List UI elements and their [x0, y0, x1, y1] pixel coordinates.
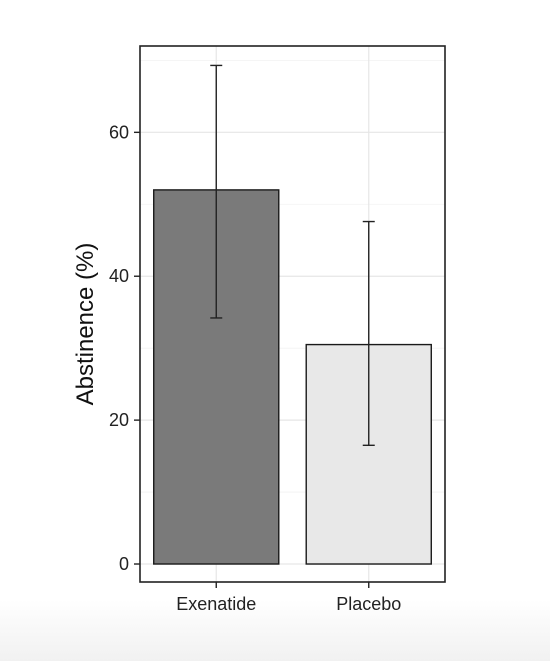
bars: [153, 189, 432, 565]
y-tick-label: 0: [119, 554, 129, 574]
y-axis-title: Abstinence (%): [72, 243, 99, 406]
y-tick-label: 20: [109, 410, 129, 430]
x-tick-label: Placebo: [336, 594, 401, 614]
error-bars: [210, 64, 375, 447]
x-tick-label: Exenatide: [176, 594, 256, 614]
error-bar-exenatide: [210, 64, 223, 319]
x-axis-ticks: Exenatide Placebo: [176, 582, 401, 614]
y-tick-label: 60: [109, 122, 129, 142]
error-bar-placebo: [362, 220, 375, 447]
bottom-fade: [0, 600, 550, 661]
y-tick-label: 40: [109, 266, 129, 286]
plot-panel-border: [139, 45, 446, 583]
y-axis-ticks: 0 20 40 60: [109, 122, 140, 574]
